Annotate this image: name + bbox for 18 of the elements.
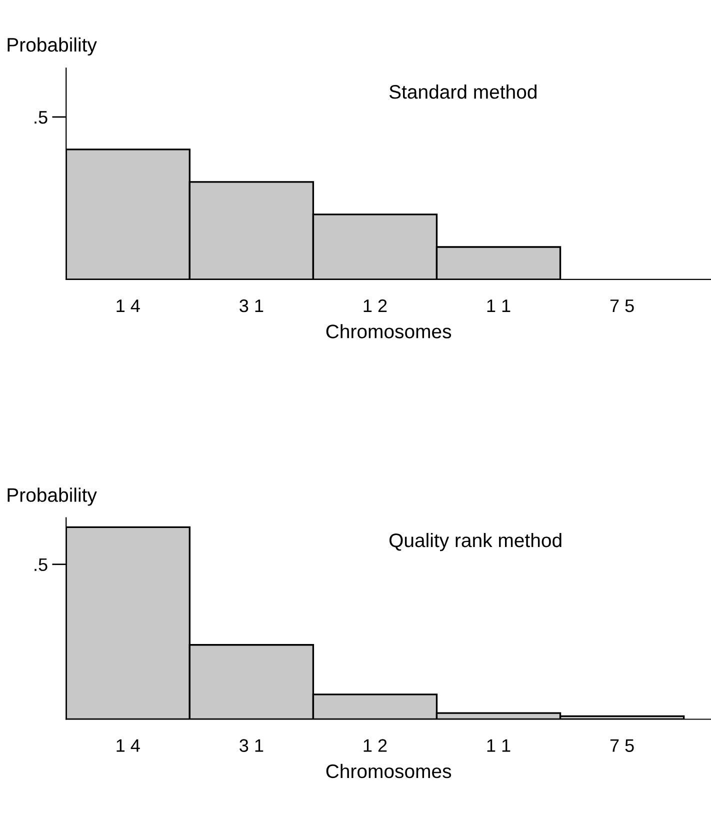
x-axis-title: Chromosomes	[326, 324, 452, 338]
y-tick-label: .5	[34, 111, 48, 124]
x-tick-label: 7 5	[610, 739, 634, 752]
x-tick-label: 3 1	[240, 739, 264, 752]
x-tick-label: 7 5	[610, 300, 634, 312]
x-tick-label: 1 1	[487, 739, 510, 752]
x-tick-label: 1 4	[116, 739, 140, 752]
x-tick-label: 1 1	[487, 300, 510, 312]
y-axis-title: Probability	[8, 488, 97, 506]
x-tick-label: 1 2	[364, 299, 387, 312]
y-axis-title: Probability	[8, 37, 97, 56]
y-tick-label: .5	[34, 558, 48, 572]
text: Quality rank method	[389, 532, 562, 552]
x-axis-title: Chromosomes	[326, 764, 452, 778]
x-tick-label: 3 1	[240, 299, 264, 312]
text: Standard method	[389, 84, 536, 99]
x-tick-label: 1 4	[116, 300, 140, 312]
x-tick-label: 1 2	[364, 739, 387, 752]
